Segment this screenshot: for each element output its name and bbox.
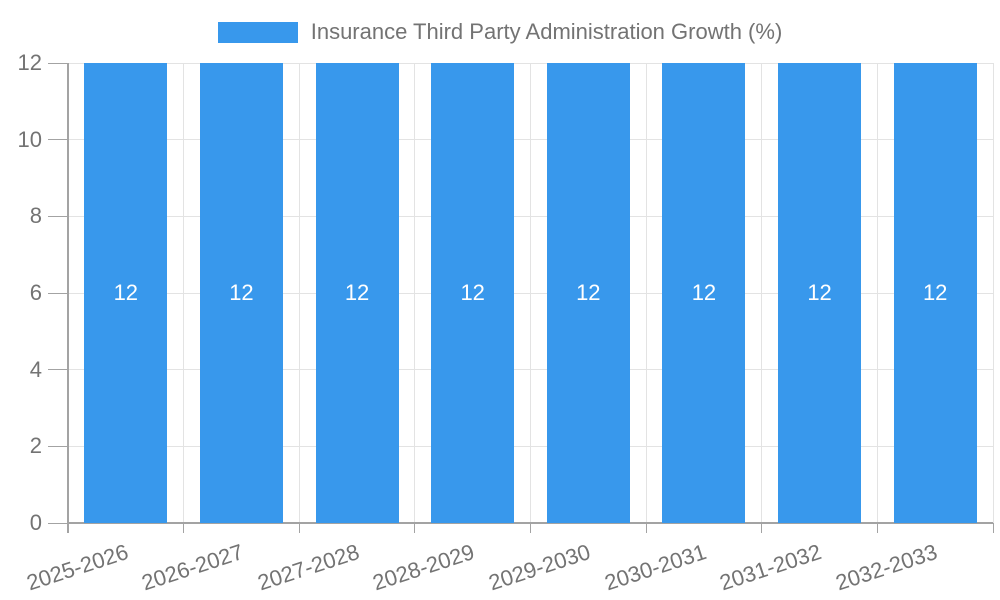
y-tick (48, 369, 68, 371)
x-axis-label: 2028-2029 (370, 539, 478, 596)
x-axis-line (68, 522, 993, 524)
bar-value-label: 12 (344, 280, 370, 305)
x-axis-label: 2027-2028 (254, 539, 363, 596)
y-tick (48, 139, 68, 141)
bar: 12 (199, 63, 283, 523)
bar: 12 (778, 63, 862, 523)
legend-swatch (217, 21, 298, 43)
y-tick (48, 215, 68, 217)
x-gridline (183, 63, 185, 523)
y-axis-label: 8 (29, 203, 42, 229)
x-tick (298, 523, 300, 533)
x-axis-label: 2025-2026 (23, 539, 131, 596)
x-tick (876, 523, 878, 533)
y-axis-label: 10 (17, 126, 42, 152)
x-axis-label: 2032-2033 (832, 539, 941, 596)
x-axis-label: 2026-2027 (138, 539, 247, 596)
x-axis-label: 2031-2032 (716, 539, 825, 596)
x-gridline (530, 63, 531, 523)
x-tick (183, 523, 185, 533)
bar-value-label: 12 (229, 280, 254, 305)
x-axis-label: 2029-2030 (485, 539, 594, 596)
y-tick (48, 445, 68, 447)
x-tick (530, 523, 531, 533)
bar-value-label: 12 (922, 280, 948, 305)
x-tick (414, 523, 416, 533)
bar: 12 (893, 63, 977, 523)
x-axis-label: 2030-2031 (601, 539, 710, 596)
x-gridline (645, 63, 647, 523)
bar-value-label: 12 (113, 280, 139, 305)
y-axis-label: 4 (29, 356, 42, 382)
y-tick (48, 522, 68, 524)
y-axis-line (67, 63, 69, 533)
bar: 12 (662, 63, 746, 523)
x-tick (992, 523, 994, 533)
x-gridline (992, 63, 994, 523)
legend-item[interactable]: Insurance Third Party Administration Gro… (217, 19, 783, 44)
bar-value-label: 12 (807, 280, 832, 305)
y-axis-label: 2 (29, 433, 42, 459)
y-axis-label: 12 (17, 50, 42, 75)
x-gridline (761, 63, 763, 523)
x-gridline (414, 63, 416, 523)
bar: 12 (315, 63, 399, 523)
x-tick (645, 523, 647, 533)
bar-value-label: 12 (576, 280, 601, 305)
legend-label: Insurance Third Party Administration Gro… (310, 19, 783, 44)
bar: 12 (546, 63, 630, 523)
bar-value-label: 12 (691, 280, 717, 305)
bar: 12 (431, 63, 515, 523)
y-tick (48, 292, 68, 294)
bar: 12 (84, 63, 168, 523)
bar-value-label: 12 (460, 280, 485, 305)
x-gridline (876, 63, 878, 523)
y-axis-label: 0 (29, 510, 42, 535)
x-gridline (298, 63, 300, 523)
y-tick (48, 62, 68, 64)
x-tick (761, 523, 763, 533)
y-axis-label: 6 (29, 280, 42, 305)
legend: Insurance Third Party Administration Gro… (0, 21, 1000, 43)
